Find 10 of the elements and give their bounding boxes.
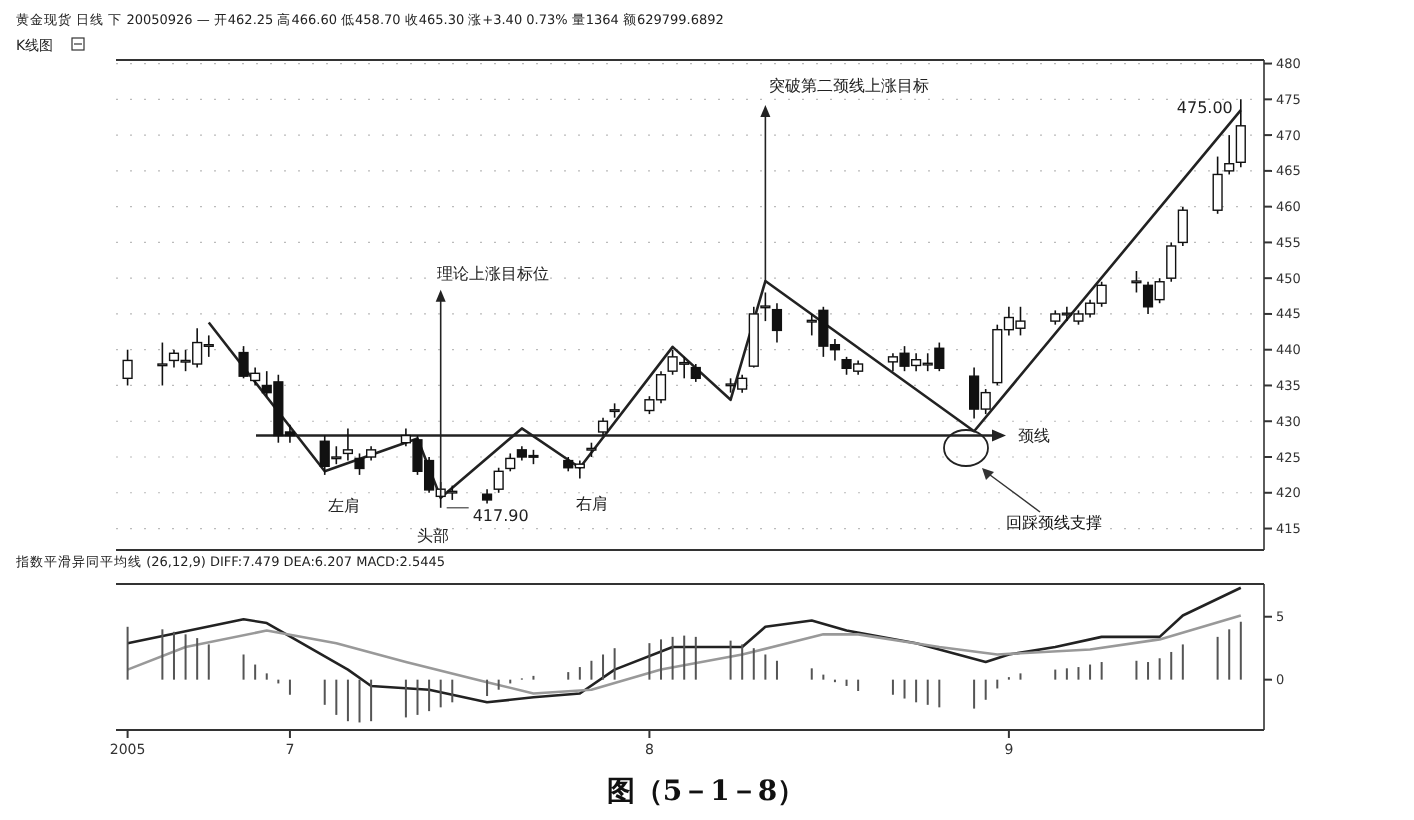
annotation: 头部	[416, 527, 449, 546]
annotation: 理论上涨目标位	[436, 265, 549, 284]
annotation: 回踩颈线支撑	[1006, 514, 1102, 532]
annotation: 突破第二颈线上涨目标	[769, 76, 930, 95]
ref-line-label: 颈线	[1018, 427, 1050, 446]
annotation: 417.90	[472, 507, 529, 526]
annotation: 475.00	[1176, 98, 1233, 117]
annotation: 左肩	[328, 496, 361, 515]
text: 图（5－1－8）	[606, 776, 806, 808]
annotation: 右肩	[575, 495, 608, 514]
